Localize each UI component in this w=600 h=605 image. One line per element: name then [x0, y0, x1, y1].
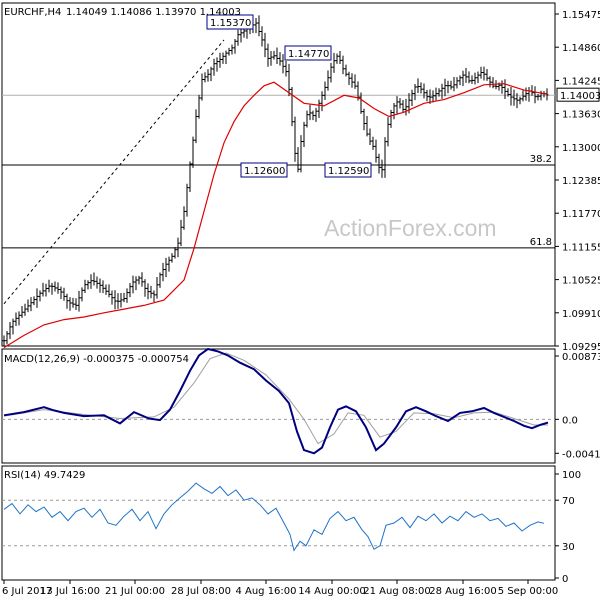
rsi-line [3, 482, 545, 552]
time-tick-label: 28 Jul 08:00 [171, 586, 231, 597]
fib-level-label: 61.8 [530, 237, 552, 248]
price-y-tick-label: 1.11770 [562, 209, 600, 220]
chart-header-ohlc: 1.14049 1.14086 1.13970 1.14003 [66, 7, 241, 18]
panel-frames [1, 2, 556, 581]
macd-y-tick-label: -0.004184 [562, 449, 600, 460]
price-y-tick-label: 1.13630 [562, 110, 600, 121]
watermark: ActionForex.com [324, 215, 497, 241]
price-y-tick-label: 1.09295 [562, 342, 600, 353]
price-y-tick-label: 1.12385 [562, 176, 600, 187]
current-price-label: 1.14003 [560, 91, 600, 102]
price-annotation-label: 1.12600 [244, 166, 285, 177]
price-annotation-label: 1.14770 [288, 49, 329, 60]
price-y-tick-label: 1.14860 [562, 43, 600, 54]
time-tick-label: 5 Sep 00:00 [498, 586, 558, 597]
price-annotation-label: 1.15370 [210, 18, 251, 29]
price-annotation-label: 1.12590 [328, 166, 369, 177]
price-annotation-box [206, 14, 254, 30]
time-tick-label: 21 Aug 08:00 [363, 586, 430, 597]
chart-header-symbol: EURCHF,H4 [4, 7, 61, 18]
price-y-tick-label: 1.09910 [562, 309, 600, 320]
time-tick-label: 28 Aug 16:00 [429, 586, 496, 597]
price-annotation-box [324, 162, 372, 178]
price-panel: 1.15475 1.14860 1.14245 1.13630 1.13000 1.123… [2, 10, 600, 353]
time-tick-label: 4 Aug 16:00 [235, 586, 296, 597]
time-tick-label: 14 Aug 00:00 [298, 586, 365, 597]
price-y-tick-label: 1.15475 [562, 10, 600, 21]
price-annotation-box [240, 162, 288, 178]
rsi-panel: 100 70 30 0 [2, 470, 581, 585]
macd-line [3, 347, 549, 455]
moving-average-line [3, 81, 549, 349]
rsi-y-tick-label: 30 [562, 542, 575, 553]
panel-frame-rsi [1, 465, 556, 581]
rsi-y-tick-label: 70 [562, 496, 575, 507]
macd-y-tick-label: 0.0 [562, 415, 578, 426]
panel-frame-macd [1, 348, 556, 464]
time-tick-label: 21 Jul 00:00 [105, 586, 165, 597]
rsi-y-tick-label: 0 [562, 574, 568, 585]
price-annotation-box [284, 45, 332, 61]
macd-y-tick-label: 0.008732 [562, 352, 600, 363]
price-y-tick-label: 1.10525 [562, 276, 600, 287]
macd-signal-line [3, 352, 548, 445]
rsi-y-tick-label: 100 [562, 470, 581, 481]
price-y-tick-label: 1.11155 [562, 242, 600, 253]
current-price-box [556, 87, 600, 102]
price-y-tick-label: 1.13000 [562, 143, 600, 154]
panel-frame-price [1, 2, 556, 347]
macd-label: MACD(12,26,9) -0.000375 -0.000754 [4, 354, 189, 365]
time-tick-label: 13 Jul 16:00 [40, 586, 100, 597]
price-y-tick-label: 1.14245 [562, 76, 600, 87]
macd-panel: 0.008732 0.0 -0.004184 [2, 347, 600, 460]
rsi-label: RSI(14) 49.7429 [4, 470, 85, 481]
fib-level-label: 38.2 [530, 154, 552, 165]
time-tick-label: 6 Jul 2017 [2, 586, 52, 597]
